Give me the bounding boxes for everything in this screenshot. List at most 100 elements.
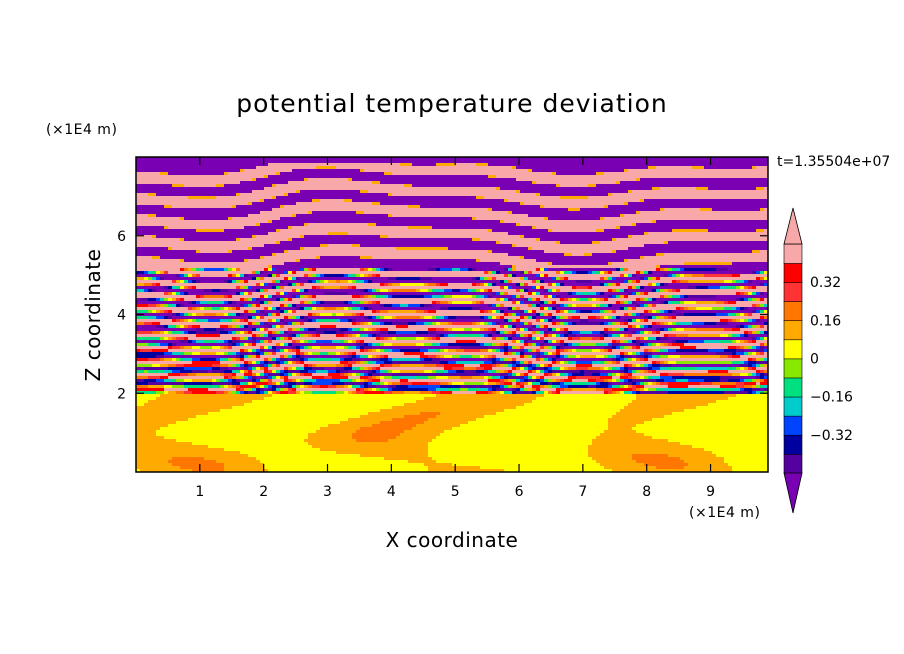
heatmap-cell xyxy=(416,184,421,188)
heatmap-cell xyxy=(580,166,585,170)
heatmap-cell xyxy=(440,205,445,209)
heatmap-cell xyxy=(668,160,673,164)
heatmap-cell xyxy=(680,184,685,188)
heatmap-cell xyxy=(476,163,481,167)
heatmap-cell xyxy=(508,169,513,173)
heatmap-cell xyxy=(164,169,169,173)
heatmap-cell xyxy=(608,166,613,170)
heatmap-cell xyxy=(204,169,209,173)
heatmap-cell xyxy=(248,163,253,167)
heatmap-cell xyxy=(184,187,189,191)
heatmap-cell xyxy=(696,157,701,161)
heatmap-cell xyxy=(612,202,617,206)
heatmap-cell xyxy=(236,190,241,194)
heatmap-cell xyxy=(264,163,269,167)
heatmap-cell xyxy=(600,196,605,200)
heatmap-cell xyxy=(336,199,341,203)
heatmap-cell xyxy=(472,193,477,197)
heatmap-cell xyxy=(264,157,269,161)
heatmap-cell xyxy=(408,163,413,167)
heatmap-cell xyxy=(460,160,465,164)
heatmap-cell xyxy=(552,196,557,200)
heatmap-cell xyxy=(276,211,281,215)
heatmap-cell xyxy=(544,163,549,167)
heatmap-cell xyxy=(152,214,157,218)
heatmap-cell xyxy=(428,184,433,188)
heatmap-cell xyxy=(692,175,697,179)
heatmap-cell xyxy=(636,190,641,194)
heatmap-cell xyxy=(220,187,225,191)
heatmap-cell xyxy=(608,169,613,173)
heatmap-cell xyxy=(224,157,229,161)
heatmap-cell xyxy=(364,184,369,188)
heatmap-cell xyxy=(512,166,517,170)
heatmap-cell xyxy=(612,199,617,203)
heatmap-cell xyxy=(200,160,205,164)
heatmap-cell xyxy=(288,166,293,170)
heatmap-cell xyxy=(292,184,297,188)
heatmap-cell xyxy=(560,181,565,185)
heatmap-cell xyxy=(404,160,409,164)
heatmap-cell xyxy=(324,211,329,215)
heatmap-cell xyxy=(632,163,637,167)
heatmap-cell xyxy=(544,205,549,209)
heatmap-cell xyxy=(188,184,193,188)
heatmap-cell xyxy=(504,166,509,170)
heatmap-cell xyxy=(672,157,677,161)
heatmap-cell xyxy=(220,169,225,173)
heatmap-cell xyxy=(320,205,325,209)
heatmap-cell xyxy=(404,190,409,194)
heatmap-cell xyxy=(324,190,329,194)
heatmap-cell xyxy=(672,184,677,188)
heatmap-cell xyxy=(748,166,753,170)
heatmap-cell xyxy=(604,199,609,203)
heatmap-cell xyxy=(172,199,177,203)
heatmap-cell xyxy=(212,160,217,164)
heatmap-cell xyxy=(404,187,409,191)
heatmap-cell xyxy=(412,178,417,182)
heatmap-cell xyxy=(632,175,637,179)
heatmap-cell xyxy=(640,169,645,173)
heatmap-cell xyxy=(288,211,293,215)
heatmap-cell xyxy=(384,193,389,197)
heatmap-cell xyxy=(548,166,553,170)
heatmap-cell xyxy=(472,157,477,161)
heatmap-cell xyxy=(232,163,237,167)
heatmap-cell xyxy=(144,208,149,212)
heatmap-cell xyxy=(656,190,661,194)
heatmap-cell xyxy=(464,166,469,170)
heatmap-cell xyxy=(224,208,229,212)
heatmap-cell xyxy=(360,166,365,170)
heatmap-cell xyxy=(360,184,365,188)
heatmap-cell xyxy=(504,160,509,164)
heatmap-cell xyxy=(464,160,469,164)
heatmap-cell xyxy=(352,160,357,164)
heatmap-cell xyxy=(224,196,229,200)
heatmap-cell xyxy=(556,175,561,179)
heatmap-cell xyxy=(240,202,245,206)
heatmap-cell xyxy=(228,184,233,188)
heatmap-cell xyxy=(340,184,345,188)
heatmap-cell xyxy=(192,169,197,173)
heatmap-cell xyxy=(424,166,429,170)
heatmap-cell xyxy=(324,172,329,176)
heatmap-cell xyxy=(300,169,305,173)
heatmap-cell xyxy=(612,187,617,191)
heatmap-cell xyxy=(380,184,385,188)
heatmap-cell xyxy=(160,187,165,191)
heatmap-cell xyxy=(548,178,553,182)
heatmap-cell xyxy=(304,184,309,188)
heatmap-cell xyxy=(552,178,557,182)
heatmap-cell xyxy=(356,172,361,176)
heatmap-cell xyxy=(168,157,173,161)
heatmap-cell xyxy=(292,193,297,197)
heatmap-cell xyxy=(512,196,517,200)
heatmap-cell xyxy=(276,208,281,212)
heatmap-cell xyxy=(164,193,169,197)
heatmap-cell xyxy=(748,184,753,188)
heatmap-cell xyxy=(748,181,753,185)
heatmap-cell xyxy=(728,178,733,182)
heatmap-cell xyxy=(336,184,341,188)
heatmap-cell xyxy=(524,202,529,206)
heatmap-cell xyxy=(364,196,369,200)
